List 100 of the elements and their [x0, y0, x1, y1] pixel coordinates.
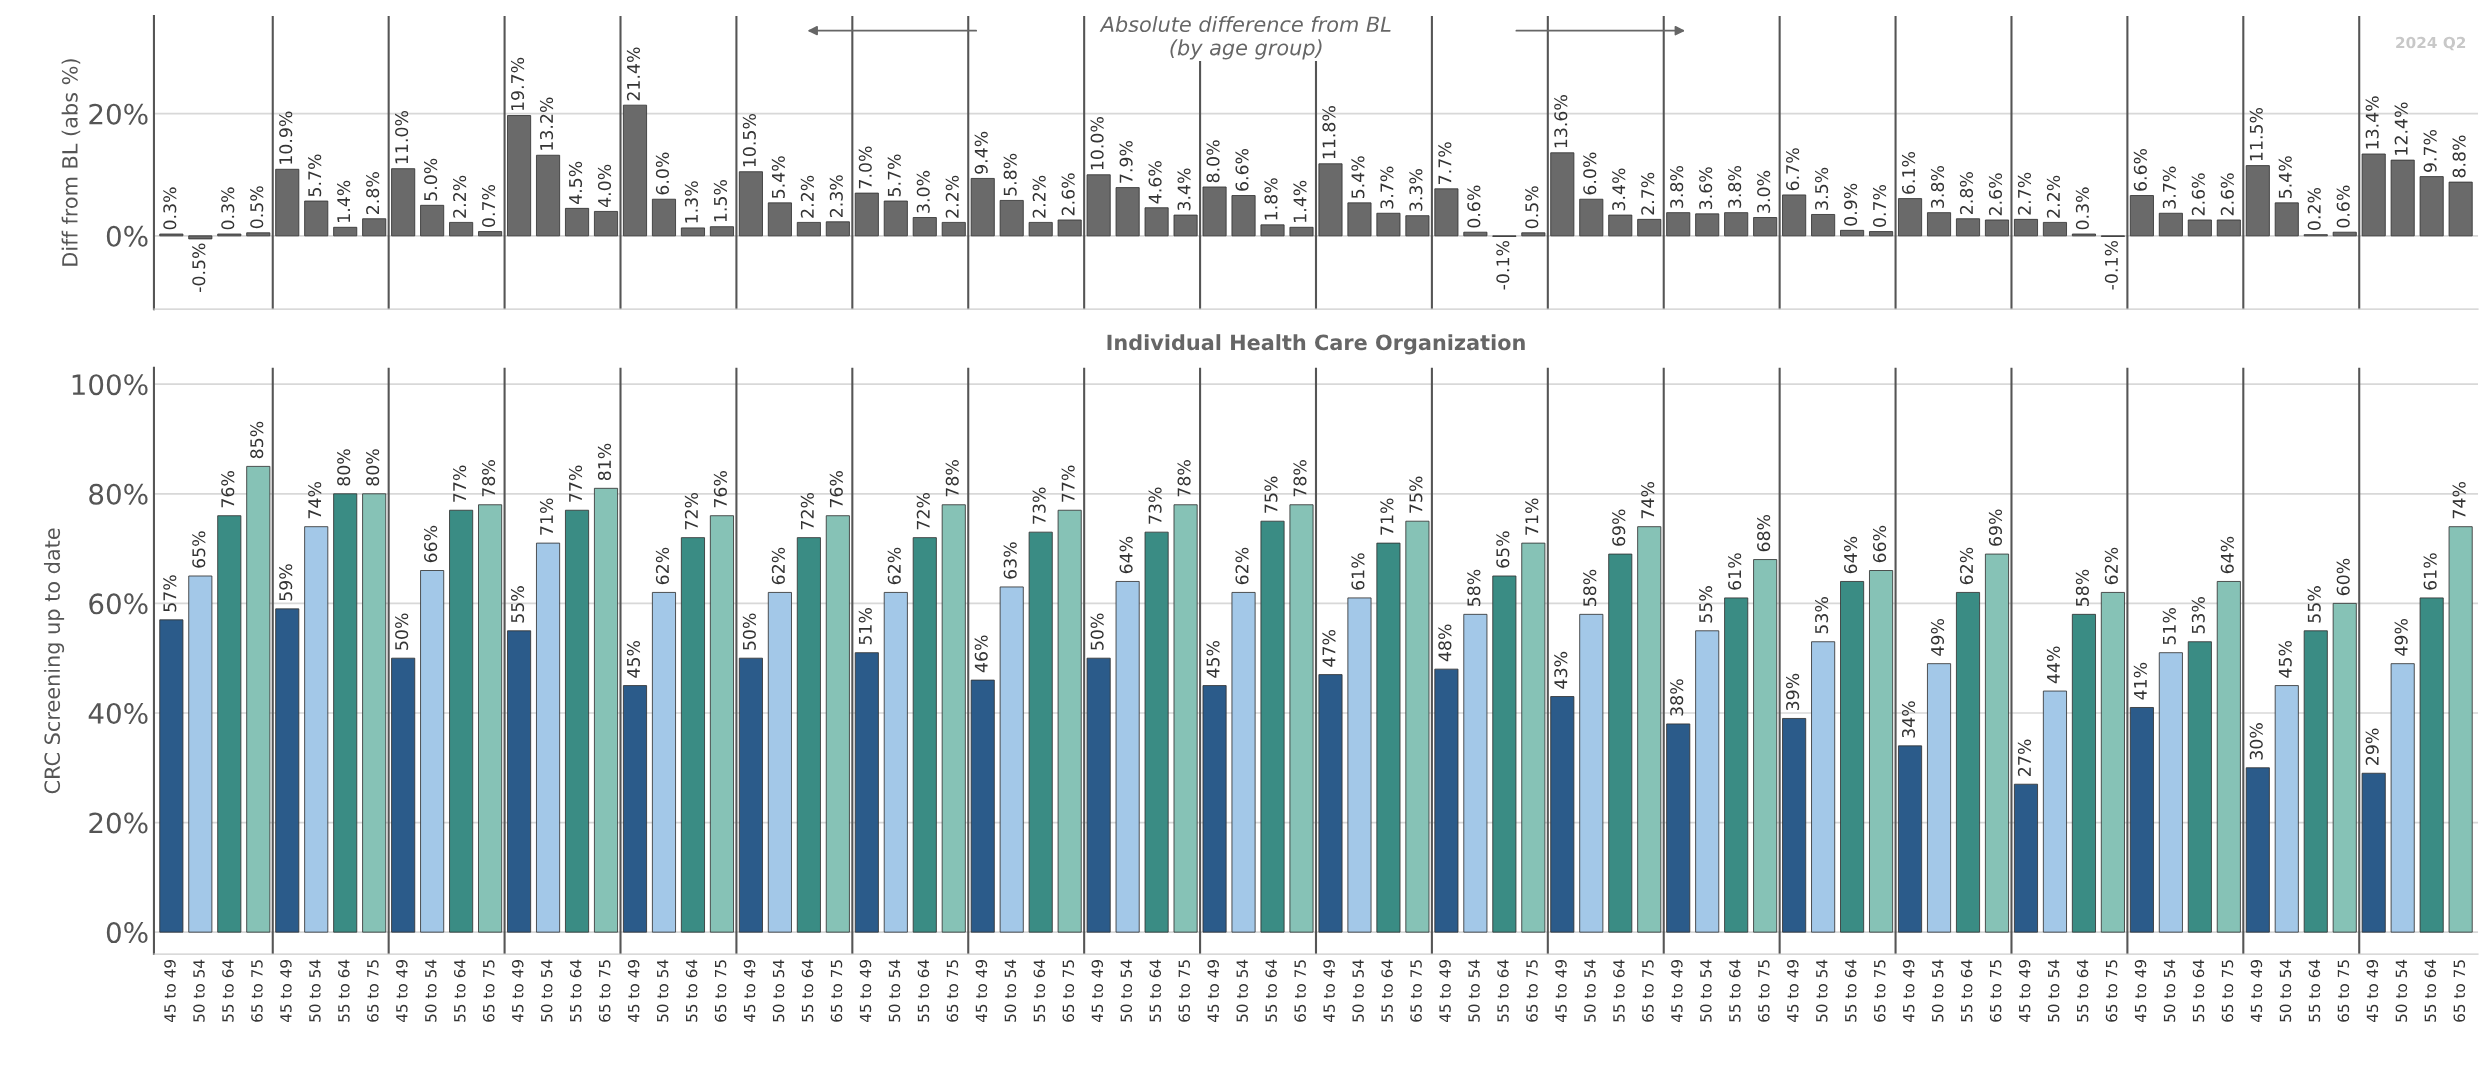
- data-label: 6.0%: [1583, 152, 1597, 195]
- x-tick-label: 50 to 54: [309, 959, 321, 1022]
- data-label: 3.8%: [1670, 165, 1684, 208]
- data-label: 13.2%: [539, 97, 554, 150]
- x-tick-label: 45 to 49: [2018, 960, 2031, 1023]
- bar: [2419, 597, 2444, 933]
- data-label: 47%: [1322, 629, 1336, 667]
- bar: [1405, 520, 1430, 933]
- y-axis-title: Diff from BL (abs %): [61, 59, 81, 266]
- data-label: -0.1%: [2104, 240, 2118, 290]
- data-label: 2.2%: [1032, 175, 1046, 218]
- bar: [1405, 215, 1430, 237]
- bar: [2216, 581, 2241, 933]
- data-label: 78%: [482, 460, 496, 497]
- x-tick-label: 55 to 64: [2424, 959, 2437, 1022]
- data-label: 65%: [1496, 531, 1510, 568]
- bar: [188, 235, 213, 240]
- bar: [1144, 531, 1169, 933]
- data-label: 4.6%: [1148, 161, 1162, 204]
- x-tick-label: 55 to 64: [2192, 959, 2205, 1022]
- data-label: 6.1%: [1901, 151, 1916, 194]
- data-label: 34%: [1901, 701, 1916, 738]
- bar: [478, 504, 503, 933]
- bar: [709, 515, 734, 933]
- bar: [159, 619, 184, 933]
- x-tick-label: 45 to 49: [627, 960, 640, 1023]
- x-tick-label: 50 to 54: [1468, 959, 1480, 1022]
- x-tick-label: 45 to 49: [1787, 960, 1799, 1023]
- data-label: 66%: [1872, 525, 1887, 563]
- x-tick-label: 65 to 75: [1873, 960, 1886, 1022]
- bar: [2042, 690, 2067, 933]
- bar: [1753, 559, 1778, 933]
- bar: [941, 504, 966, 933]
- data-label: 5.8%: [1003, 153, 1017, 196]
- bar: [275, 168, 300, 237]
- data-label: 45%: [2278, 640, 2292, 678]
- data-label: 0.6%: [2336, 185, 2350, 228]
- bar: [565, 509, 590, 933]
- data-label: 62%: [655, 547, 670, 585]
- bar: [1840, 229, 1865, 237]
- bar: [1782, 718, 1807, 933]
- data-label: 55%: [510, 586, 525, 623]
- x-tick-label: 65 to 75: [1410, 960, 1422, 1022]
- data-label: 9.7%: [2423, 129, 2437, 172]
- data-label: 0.9%: [1844, 183, 1858, 226]
- x-tick-label: 50 to 54: [2047, 959, 2060, 1022]
- x-tick-label: 65 to 75: [1758, 960, 1770, 1022]
- bar: [565, 207, 590, 237]
- bar: [825, 515, 850, 933]
- x-tick-label: 65 to 75: [2105, 960, 2118, 1022]
- bar: [1347, 597, 1372, 933]
- x-tick-label: 65 to 75: [482, 960, 495, 1022]
- data-label: 5.4%: [2278, 156, 2292, 199]
- bar: [1782, 194, 1807, 237]
- data-label: 7.7%: [1438, 142, 1452, 184]
- data-label: 62%: [1959, 547, 1974, 585]
- x-tick-label: 65 to 75: [367, 960, 379, 1022]
- bar: [2390, 159, 2415, 237]
- x-tick-label: 45 to 49: [1439, 960, 1451, 1023]
- bar: [1173, 504, 1198, 933]
- bar: [912, 217, 937, 237]
- data-label: 3.4%: [1177, 168, 1191, 211]
- bar: [1028, 531, 1053, 933]
- bar: [1637, 218, 1662, 237]
- data-label: 11.5%: [2249, 107, 2263, 161]
- data-label: 72%: [800, 492, 814, 530]
- y-tick-label: 0%: [106, 922, 148, 944]
- bar: [680, 227, 705, 237]
- x-tick-label: 55 to 64: [1844, 959, 1857, 1022]
- data-label: 2.6%: [1061, 173, 1075, 216]
- data-label: 76%: [221, 471, 235, 508]
- bar: [2129, 707, 2154, 933]
- bar: [1115, 581, 1140, 933]
- data-label: 81%: [597, 443, 612, 481]
- data-label: 4.0%: [597, 164, 612, 208]
- data-label: 1.3%: [684, 181, 698, 223]
- data-label: 27%: [2017, 739, 2031, 776]
- bar: [2448, 526, 2473, 933]
- data-label: 77%: [568, 465, 583, 502]
- x-tick-label: 65 to 75: [2337, 960, 2350, 1022]
- bar: [1956, 592, 1981, 933]
- bar: [2042, 222, 2067, 237]
- data-label: 60%: [2336, 558, 2350, 596]
- x-tick-label: 45 to 49: [2250, 960, 2263, 1023]
- data-label: 48%: [1438, 624, 1452, 662]
- bar: [478, 231, 503, 237]
- x-tick-label: 65 to 75: [1989, 960, 2002, 1022]
- x-tick-label: 50 to 54: [193, 959, 205, 1022]
- x-tick-label: 65 to 75: [946, 960, 959, 1022]
- bar: [854, 192, 879, 237]
- x-tick-label: 50 to 54: [772, 959, 785, 1022]
- x-tick-label: 65 to 75: [830, 960, 843, 1022]
- bar: [738, 657, 763, 933]
- data-label: 64%: [1119, 536, 1133, 574]
- data-label: 64%: [1844, 536, 1858, 574]
- bar: [1927, 663, 1952, 933]
- x-tick-label: 45 to 49: [1555, 960, 1567, 1023]
- data-label: 61%: [2423, 553, 2437, 590]
- bar: [188, 575, 213, 933]
- data-label: 58%: [1467, 569, 1481, 606]
